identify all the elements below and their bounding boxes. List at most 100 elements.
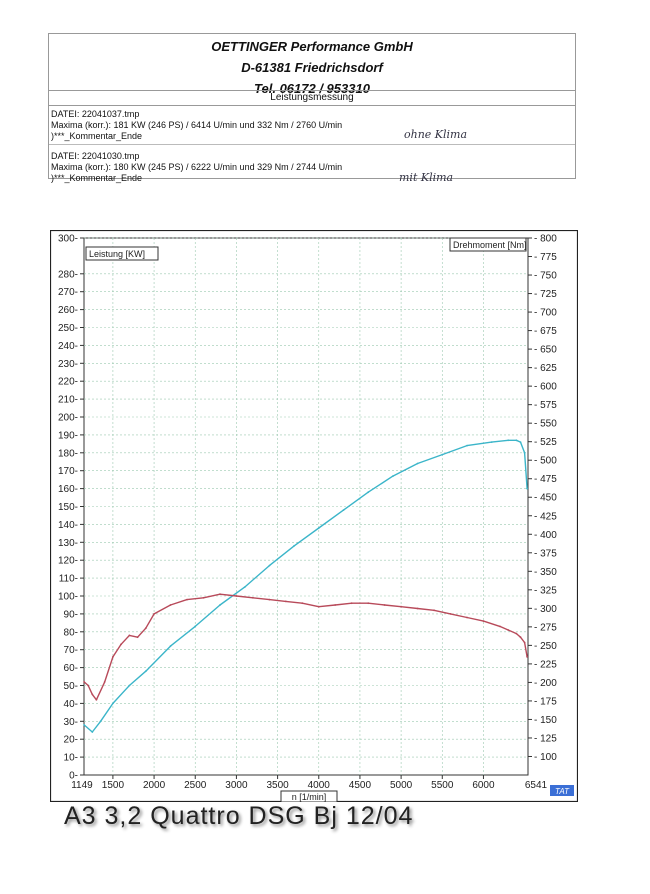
series-point-1: [466, 444, 468, 447]
x-axis-label: n [1/min]: [292, 792, 327, 802]
series-point-2: [219, 593, 221, 596]
x-tick-label: 3000: [225, 780, 248, 791]
tat-badge-label: TAT: [555, 787, 570, 796]
company-address: D-61381 Friedrichsdorf: [241, 60, 383, 75]
series-point-2: [120, 643, 122, 646]
right-tick-label: - 500: [534, 456, 557, 467]
left-tick-label: 40-: [64, 699, 78, 710]
series-point-2: [284, 600, 287, 603]
left-tick-label: 170-: [58, 466, 78, 477]
series-point-2: [252, 596, 254, 599]
right-tick-label: - 125: [534, 733, 557, 744]
file-comment: )***_Kommentar_Ende: [51, 173, 143, 183]
right-tick-label: - 475: [534, 474, 557, 485]
right-tick-label: - 275: [534, 622, 557, 633]
left-tick-label: 100-: [58, 592, 78, 603]
series-point-1: [317, 527, 320, 529]
series-point-1: [526, 487, 528, 490]
vehicle-caption: A3 3,2 Quattro DSG Bj 12/04: [64, 802, 414, 830]
series-point-1: [523, 451, 526, 454]
series-point-2: [523, 641, 526, 644]
series-point-1: [219, 604, 221, 606]
x-tick-label: 1500: [102, 780, 125, 791]
series-point-2: [507, 629, 510, 631]
right-tick-label: - 375: [534, 548, 557, 559]
left-tick-label: 210-: [58, 395, 78, 406]
left-tick-label: 200-: [58, 413, 78, 424]
file-entry-1: DATEI: 22041037.tmp Maxima (korr.): 181 …: [51, 109, 342, 142]
series-point-2: [186, 598, 188, 601]
series-point-1: [519, 441, 522, 443]
left-tick-label: 150-: [58, 502, 78, 513]
divider: [49, 144, 575, 145]
left-tick-label: 130-: [58, 538, 78, 549]
x-tick-label: 5000: [390, 780, 413, 791]
company-phone: Tel. 06172 / 953310: [254, 81, 370, 96]
right-tick-label: - 775: [534, 252, 557, 263]
series-point-2: [112, 656, 114, 658]
left-tick-label: 180-: [58, 448, 78, 459]
x-tick-label: 6000: [472, 780, 495, 791]
left-tick-label: 300-: [58, 234, 78, 245]
left-tick-label: 10-: [64, 753, 78, 764]
series-point-1: [144, 670, 147, 673]
series-point-1: [490, 441, 493, 443]
series-point-2: [87, 684, 90, 687]
left-tick-label: 230-: [58, 359, 78, 370]
dyno-chart: 0- 10- 20- 30- 40- 50- 60- 70- 80- 90- 100- 110- 120…: [49, 229, 579, 803]
left-tick-label: 250-: [58, 323, 78, 334]
series-point-2: [91, 693, 94, 696]
tat-badge: [550, 785, 574, 796]
series-point-1: [83, 724, 85, 726]
left-tick-label: 70-: [64, 645, 78, 656]
handwritten-note-2: mit Klima: [399, 171, 454, 184]
series-point-2: [519, 636, 522, 639]
file-entry-2: DATEI: 22041030.tmp Maxima (korr.): 180 …: [51, 151, 342, 184]
series-point-1: [507, 439, 510, 442]
right-tick-label: - 625: [534, 363, 557, 374]
series-point-2: [95, 698, 98, 701]
series-point-1: [268, 564, 271, 567]
test-report-header: OETTINGER Performance GmbH D-61381 Fried…: [48, 33, 576, 184]
left-axis-label-box: [85, 246, 159, 261]
file-name: DATEI: 22041037.tmp: [51, 109, 140, 119]
series-point-1: [194, 625, 197, 628]
series-point-1: [342, 509, 345, 511]
right-tick-label: - 675: [534, 326, 557, 337]
company-name: OETTINGER Performance GmbH: [211, 39, 413, 54]
series-point-1: [128, 684, 131, 687]
right-tick-label: - 350: [534, 567, 557, 578]
right-tick-label: - 100: [534, 752, 557, 763]
right-tick-label: - 175: [534, 696, 557, 707]
series-point-1: [367, 491, 370, 494]
series-point-1: [392, 475, 394, 477]
series-point-2: [515, 632, 518, 635]
right-tick-label: - 650: [534, 345, 557, 356]
right-tick-label: - 325: [534, 585, 557, 596]
x-tick-label: 2000: [143, 780, 166, 791]
right-axis-label-box: [449, 237, 527, 252]
right-tick-label: - 750: [534, 271, 557, 282]
right-tick-label: - 400: [534, 530, 557, 541]
left-tick-label: 0-: [69, 771, 78, 782]
file-comment: )***_Kommentar_Ende: [51, 131, 143, 141]
left-tick-label: 50-: [64, 681, 78, 692]
right-tick-label: - 800: [534, 234, 557, 245]
series-point-2: [526, 656, 528, 658]
series-point-1: [169, 645, 172, 647]
left-tick-label: 140-: [58, 520, 78, 531]
right-tick-label: - 575: [534, 400, 557, 411]
x-end-label: 6541: [525, 780, 548, 791]
file-maxima: Maxima (korr.): 181 KW (246 PS) / 6414 U…: [51, 120, 343, 130]
series-point-1: [243, 586, 246, 588]
series-point-2: [367, 602, 370, 605]
left-axis-label: Leistung [KW]: [89, 249, 145, 259]
x-tick-label: 4000: [308, 780, 331, 791]
left-tick-label: 270-: [58, 287, 78, 298]
right-axis-label: Drehmoment [Nm]: [453, 240, 527, 250]
file-name: DATEI: 22041030.tmp: [51, 151, 140, 161]
right-tick-label: - 525: [534, 437, 557, 448]
x-tick-label: 2500: [184, 780, 207, 791]
series-point-1: [91, 731, 94, 733]
right-tick-label: - 450: [534, 493, 557, 504]
